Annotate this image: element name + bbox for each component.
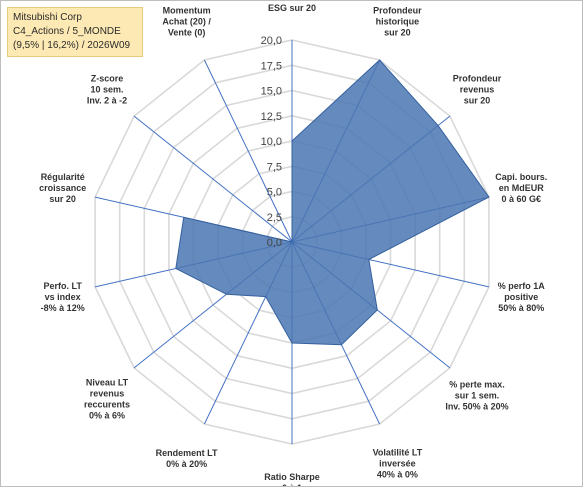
axis-label: Ratio Sharpe0 à 1: [264, 472, 320, 486]
axis-label: % perte max. sur 1 sem. Inv. 50% à 20%: [445, 380, 508, 412]
axis-label: Momentum Achat (20) / Vente (0): [162, 5, 211, 37]
tick-label: 10,0: [261, 136, 282, 148]
title-period: (9,5% | 16,2%) / 2026W09: [13, 40, 131, 51]
axis-spoke: [133, 115, 293, 243]
axis-label: Niveau LT revenus reccurents 0% à 6%: [84, 378, 130, 421]
axis-spoke: [203, 59, 293, 243]
tick-label: 2,5: [267, 212, 282, 224]
axis-label: Capi. bours. en MdEUR 0 à 60 G€: [495, 172, 547, 204]
axis-label: % perfo 1A positive 50% à 80%: [498, 281, 546, 313]
axis-label: Z-score 10 sem. Inv. 2 à -2: [87, 73, 127, 105]
axis-label: Profondeur historique sur 20: [373, 5, 422, 37]
title-company: Mitsubishi Corp: [13, 12, 82, 23]
axis-label: Rendement LT 0% à 20%: [156, 448, 218, 469]
tick-label: 5,0: [267, 187, 282, 199]
axis-label: Perfo. LT vs index -8% à 12%: [41, 281, 85, 313]
axis-label: Profondeur revenus sur 20: [453, 73, 502, 105]
title-category: C4_Actions / 5_MONDE: [13, 26, 121, 37]
tick-label: 15,0: [261, 86, 282, 98]
tick-label: 17,5: [261, 60, 282, 72]
axis-label: NoteESG sur 20: [268, 1, 316, 13]
chart-title-box: Mitsubishi Corp C4_Actions / 5_MONDE (9,…: [7, 7, 143, 57]
tick-label: 0,0: [267, 237, 282, 249]
tick-label: 20,0: [261, 35, 282, 47]
axis-label: Régularité croissance sur 20: [39, 172, 86, 204]
series-area: [175, 59, 490, 346]
tick-label: 12,5: [261, 111, 282, 123]
axis-label: Volatilité LT inversée 40% à 0%: [373, 448, 423, 480]
tick-label: 7,5: [267, 161, 282, 173]
